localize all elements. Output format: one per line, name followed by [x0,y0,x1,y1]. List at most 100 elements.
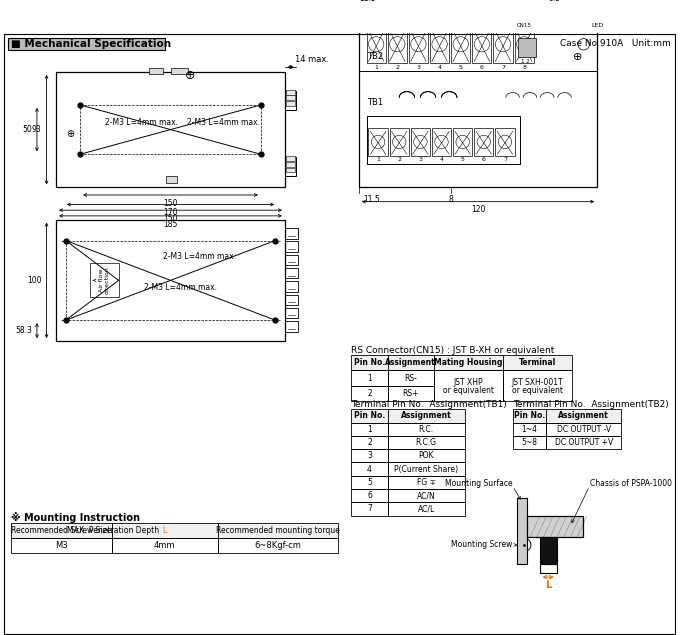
Bar [359,18,597,70]
Bar [368,128,388,156]
Text: 6~8Kgf-cm: 6~8Kgf-cm [254,542,301,551]
Text: 14 max.: 14 max. [295,55,329,64]
Bar [285,157,296,176]
Bar [112,523,218,538]
Bar [388,462,465,476]
Text: 3: 3 [419,157,422,163]
Bar [351,502,388,516]
Bar [388,423,465,436]
Text: 2-M3 L=4mm max.: 2-M3 L=4mm max. [187,117,260,126]
Text: 58.3: 58.3 [15,326,32,335]
Text: 5~8: 5~8 [522,438,538,447]
Bar [8,37,164,50]
Bar [286,101,295,106]
Bar [285,228,298,239]
Bar [351,449,388,462]
Bar [218,523,337,538]
Text: TB1: TB1 [367,98,383,107]
Text: 4: 4 [440,157,444,163]
Text: ⊕: ⊕ [66,130,75,139]
Bar [473,27,491,64]
Bar [546,436,621,449]
Bar [514,27,534,64]
Text: JST SXH-001T: JST SXH-001T [512,378,564,387]
Text: Recommended mounting torque: Recommended mounting torque [216,526,340,535]
Text: 93: 93 [32,125,42,134]
Bar [409,27,428,64]
Bar [434,355,503,370]
Text: RS-: RS- [405,373,417,382]
Text: ⊕: ⊕ [573,51,582,62]
Text: L: L [162,526,166,535]
Text: 2: 2 [395,65,399,69]
Bar [286,156,295,161]
Text: Terminal Pin No.  Assignment(TB1): Terminal Pin No. Assignment(TB1) [351,400,507,410]
Text: 5: 5 [367,478,372,487]
Text: Pin No.: Pin No. [354,358,385,368]
Bar [367,116,520,164]
Bar [388,476,465,489]
Text: R.C.G: R.C.G [416,438,437,447]
Bar [503,370,572,401]
Bar [351,436,388,449]
Bar [286,90,295,95]
Bar [503,355,572,370]
Text: 100: 100 [27,276,42,285]
Text: 4mm: 4mm [154,542,176,551]
Text: P(Current Share): P(Current Share) [394,465,458,474]
Text: 4: 4 [438,65,442,69]
Text: AC/L: AC/L [417,504,435,513]
Bar [285,281,298,291]
Bar [112,538,218,554]
Text: 8: 8 [522,65,526,69]
Bar [351,489,388,502]
Bar [512,436,546,449]
Text: AC/N: AC/N [416,491,435,500]
Text: 2-M3 L=4mm max.: 2-M3 L=4mm max. [144,283,216,293]
Bar [56,72,285,187]
Bar [286,162,295,166]
Bar [388,355,434,370]
Text: 5: 5 [461,157,465,163]
Text: CN15: CN15 [517,23,531,28]
Bar [285,308,298,318]
Text: 4: 4 [367,465,372,474]
Text: Assignment: Assignment [559,411,609,420]
Bar [171,68,188,74]
Bar [388,410,465,423]
Bar [351,423,388,436]
Text: 1 2: 1 2 [521,59,529,64]
Bar [540,564,557,573]
Bar [351,355,388,370]
Text: 6: 6 [480,65,484,69]
Text: 3: 3 [416,65,421,69]
Bar [351,385,388,401]
Text: 3: 3 [367,451,372,460]
Text: Air flow
direction: Air flow direction [99,267,110,294]
Text: RS+: RS+ [402,389,419,398]
Bar [11,538,112,554]
Text: 9.5: 9.5 [549,0,561,3]
Text: Terminal Pin No.  Assignment(TB2): Terminal Pin No. Assignment(TB2) [512,400,668,410]
Bar [351,410,388,423]
Bar [351,476,388,489]
Bar [11,523,112,538]
Text: 120: 120 [471,206,485,215]
Text: 2: 2 [367,389,372,398]
Bar [359,18,597,187]
Bar [512,423,546,436]
Bar [285,241,298,252]
Text: 1: 1 [376,157,380,163]
Bar [351,370,388,385]
Text: Mounting Screw: Mounting Screw [452,540,512,549]
Text: 7: 7 [503,157,507,163]
Bar [517,497,527,564]
Text: FG ∓: FG ∓ [416,478,435,487]
Bar [388,449,465,462]
Text: or equivalent: or equivalent [512,386,563,395]
Bar [286,168,295,172]
Bar [434,370,503,401]
Text: DC OUTPUT -V: DC OUTPUT -V [556,425,611,434]
Text: JST XHP: JST XHP [454,378,483,387]
Text: TB2: TB2 [367,52,383,61]
